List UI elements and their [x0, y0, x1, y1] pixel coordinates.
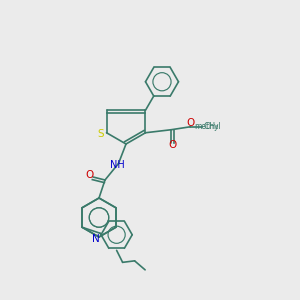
Text: NH: NH	[110, 160, 124, 170]
Text: O: O	[85, 170, 94, 180]
Text: O: O	[186, 118, 195, 128]
Text: S: S	[98, 129, 104, 139]
Text: O: O	[168, 140, 176, 150]
Text: N: N	[92, 234, 100, 244]
Text: methyl: methyl	[194, 122, 221, 131]
Text: CH₃: CH₃	[204, 122, 220, 131]
